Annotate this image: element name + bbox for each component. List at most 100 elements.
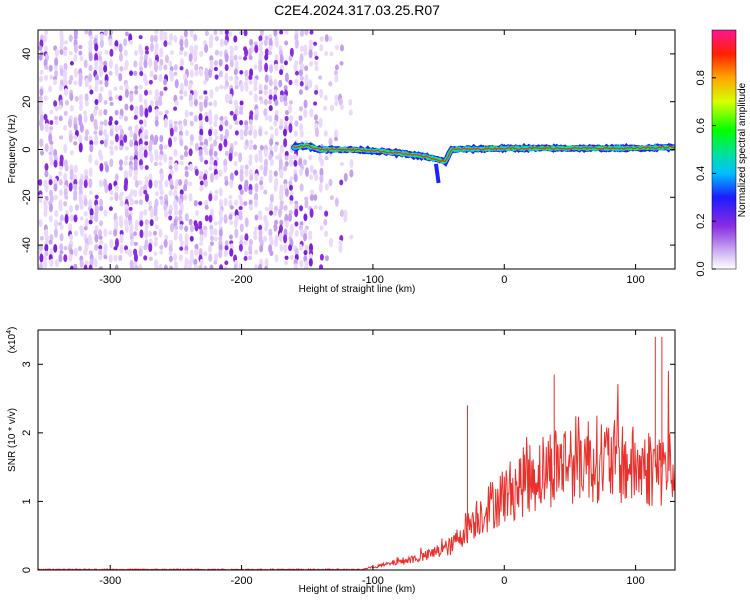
spectrogram-cell [273, 144, 278, 153]
spectrogram-cell [288, 55, 293, 62]
spectrogram-cell [58, 84, 63, 91]
spectrogram-cell [184, 239, 189, 248]
spectrogram-cell [169, 72, 174, 82]
spectrogram-cell [184, 250, 189, 255]
spectrogram-cell [188, 218, 193, 226]
spectrogram-cell [128, 248, 133, 257]
spectrogram-cell [248, 255, 253, 261]
spectrogram-cell [204, 43, 209, 53]
spectrogram-cell [68, 34, 73, 42]
spectrogram-cell [79, 259, 84, 268]
spectrogram-cell [148, 144, 153, 152]
spectrogram-cell [59, 233, 64, 242]
spectrogram-cell [214, 189, 219, 195]
spectrogram-cell [233, 263, 238, 269]
spectrogram-cell [118, 52, 123, 62]
spectrogram-cell [179, 57, 184, 68]
spectrogram-cell [163, 118, 168, 128]
spectrogram-cell [48, 133, 53, 143]
spectrogram-cell [168, 215, 173, 221]
spectrogram-cell [214, 113, 219, 122]
spectrogram-cell [239, 189, 244, 196]
spectrogram-cell [114, 109, 119, 116]
spectrogram-cell [94, 244, 99, 251]
spectrogram-cell [198, 248, 203, 258]
spectrogram-cell [163, 86, 168, 91]
spectrogram-cell [199, 258, 204, 266]
spectrogram-cell [239, 198, 244, 208]
spectrogram-cell [283, 138, 288, 148]
spectrogram-cell [168, 209, 173, 215]
spectrogram-cell [44, 250, 49, 257]
spectrogram-cell [259, 184, 264, 191]
spectrogram-cell [319, 225, 324, 231]
spectrogram-cell [129, 92, 134, 103]
spectrogram-cell [149, 42, 154, 53]
spectrogram-cell [284, 115, 289, 122]
spectrogram-cell [283, 234, 288, 244]
spectrogram-cell [294, 120, 299, 128]
spectrogram-cell [74, 95, 79, 102]
spectrogram-cell [108, 89, 113, 98]
spectrogram-cell [319, 264, 324, 269]
spectrogram-cell [284, 150, 289, 157]
spectrogram-cell [103, 209, 108, 217]
spectrogram-cell [224, 179, 229, 187]
spectrogram-cell [59, 250, 64, 255]
spectrogram-cell [154, 62, 159, 73]
spectrogram-cell [298, 69, 303, 77]
spectrogram-cell [189, 141, 194, 146]
spectrogram-cell [304, 199, 309, 209]
spectrogram-cell [309, 174, 314, 180]
snr-y-ticks: 0 1 2 3 [21, 361, 675, 573]
spectrogram-cell [124, 146, 129, 151]
spectrogram-cell [169, 33, 174, 42]
spectrogram-cell [103, 60, 108, 67]
spectrogram-cell [93, 108, 98, 116]
spectrogram-cell [259, 30, 264, 37]
spectrogram-cell [293, 153, 298, 161]
spectrogram-cell [218, 143, 223, 152]
spectrogram-cell [154, 95, 159, 101]
spectrogram-cell [53, 227, 58, 238]
spectrogram-cell [294, 33, 299, 41]
spectrogram-cell [348, 109, 353, 116]
spectrogram-cell [118, 43, 123, 53]
colorbar: 0.0 0.2 0.4 0.6 0.8 Normalized spectral ampl… [695, 29, 748, 277]
spectrogram-cell [234, 228, 239, 239]
spectrogram-cell [199, 50, 204, 58]
spectrogram-cell [154, 263, 159, 269]
spectrogram-cell [203, 173, 208, 182]
spectrogram-cell [38, 95, 43, 102]
spectrogram-cell [259, 180, 264, 186]
spectrogram-cell [64, 99, 69, 106]
spectrogram-cell [114, 120, 119, 126]
spectrogram-cell [248, 169, 253, 176]
spectrogram-cell [208, 136, 213, 142]
spectrogram-cell [84, 30, 89, 35]
spectrogram-cell [169, 222, 174, 233]
spectrogram-cell [184, 129, 189, 137]
spectrogram-cell [198, 67, 203, 77]
spectrogram-cell [233, 160, 238, 167]
spectrogram-cell [273, 119, 278, 127]
spectrogram-cell [118, 72, 123, 82]
chart-title: C2E4.2024.317.03.25.R07 [274, 2, 440, 18]
spectrogram-cell [218, 225, 223, 230]
spectrogram-cell [124, 88, 129, 98]
spectrogram-cell [238, 206, 243, 211]
spectrogram-cell [149, 208, 154, 219]
spectrogram-cell [218, 236, 223, 241]
spectrogram-cell [89, 89, 94, 95]
spectrogram-cell [179, 240, 184, 247]
spectrogram-cell [129, 233, 134, 241]
spectrogram-cell [284, 260, 289, 265]
spectrogram-cell [328, 137, 333, 147]
spectrogram-cell [229, 76, 234, 82]
spectrogram-cell [213, 150, 218, 157]
spectrogram-cell [323, 219, 328, 226]
spectrogram-cell [183, 30, 188, 38]
spectrogram-cell [224, 150, 229, 157]
spectrogram-y-ticks: -40 -20 0 20 40 [21, 48, 675, 253]
spectrogram-cell [304, 65, 309, 71]
